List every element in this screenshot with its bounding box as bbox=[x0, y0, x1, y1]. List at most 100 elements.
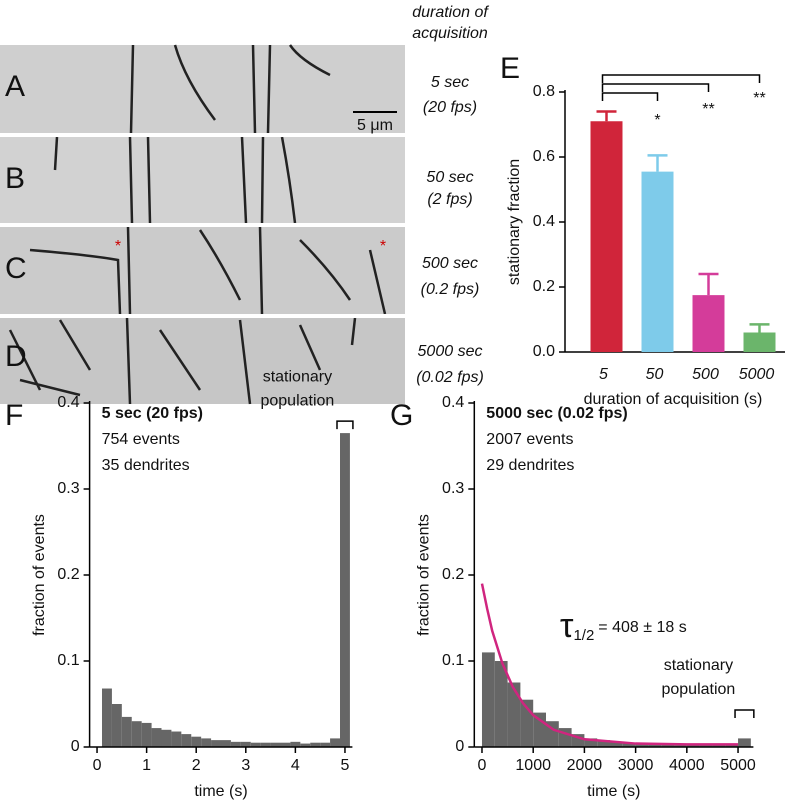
histogram-bar bbox=[712, 745, 726, 747]
x-axis-label: time (s) bbox=[194, 783, 247, 800]
panel-letter: A bbox=[5, 70, 25, 103]
histogram-bar bbox=[270, 742, 281, 747]
y-tick-label: 0.1 bbox=[57, 652, 79, 669]
fit-curve bbox=[480, 583, 739, 746]
annotation-line: 2007 events bbox=[486, 431, 573, 448]
y-tick-label: 0.4 bbox=[57, 394, 79, 411]
y-axis-label: fraction of events bbox=[416, 514, 433, 636]
histogram-bar bbox=[250, 742, 261, 747]
histogram-bar bbox=[151, 728, 162, 747]
x-tick-label: 2000 bbox=[567, 757, 603, 774]
x-tick-label: 0 bbox=[93, 757, 102, 774]
marker: * bbox=[115, 238, 121, 255]
x-tick-label: 50 bbox=[646, 366, 664, 383]
y-axis-label: fraction of events bbox=[31, 514, 48, 636]
histogram-bar bbox=[191, 736, 202, 747]
histogram-bar bbox=[507, 682, 521, 747]
y-tick-label: 0.8 bbox=[533, 83, 555, 100]
population-bracket bbox=[734, 709, 755, 718]
histogram-bar bbox=[141, 722, 152, 747]
histogram-bar bbox=[131, 721, 142, 747]
bracket-label: population bbox=[260, 392, 334, 409]
kymograph bbox=[0, 45, 405, 133]
bracket-label: stationary bbox=[263, 368, 332, 385]
fit-text: = 408 ± 18 s bbox=[598, 619, 686, 636]
histogram-bar bbox=[260, 742, 271, 747]
y-tick-label: 0 bbox=[455, 738, 464, 755]
x-tick-label: 4000 bbox=[669, 757, 705, 774]
annotation-title: 5 sec (20 fps) bbox=[102, 405, 203, 422]
x-tick-label: 0 bbox=[478, 757, 487, 774]
y-tick-label: 0.6 bbox=[533, 148, 555, 165]
histogram-bar bbox=[686, 745, 700, 747]
histogram-bar bbox=[161, 729, 172, 747]
y-tick-label: 0.2 bbox=[533, 278, 555, 295]
panel-letter: D bbox=[5, 340, 27, 373]
histogram-bar bbox=[181, 734, 192, 747]
y-tick-label: 0.4 bbox=[442, 394, 464, 411]
histogram-bar bbox=[699, 745, 713, 747]
histogram-bar bbox=[290, 741, 301, 747]
y-tick-label: 0.3 bbox=[57, 480, 79, 497]
histogram-bar bbox=[201, 738, 212, 747]
histogram-bar bbox=[622, 742, 636, 747]
header: acquisition bbox=[412, 25, 488, 42]
bar bbox=[641, 171, 674, 352]
bar bbox=[743, 332, 776, 352]
y-tick-label: 0.4 bbox=[533, 213, 555, 230]
tau-subscript: 1/2 bbox=[573, 627, 594, 644]
significance-label: ** bbox=[753, 90, 765, 107]
x-tick-label: 5000 bbox=[720, 757, 756, 774]
bar bbox=[590, 121, 623, 352]
marker: * bbox=[380, 238, 386, 255]
bracket-label: stationary bbox=[664, 657, 733, 674]
tau-symbol: τ bbox=[560, 607, 574, 645]
histogram-bar bbox=[738, 738, 751, 747]
significance-label: ** bbox=[702, 101, 714, 118]
acquisition-label: 5 sec bbox=[431, 74, 469, 91]
annotation-line: 35 dendrites bbox=[102, 457, 190, 474]
x-tick-label: 500 bbox=[692, 366, 719, 383]
population-bracket bbox=[336, 420, 354, 430]
histogram-bar bbox=[661, 744, 675, 747]
scale-bar-label: 5 μm bbox=[357, 117, 393, 134]
y-tick-label: 0.2 bbox=[57, 566, 79, 583]
histogram-bar bbox=[111, 704, 122, 747]
separator bbox=[0, 223, 405, 227]
significance-bracket bbox=[601, 83, 710, 92]
histogram-bar bbox=[340, 433, 350, 747]
histogram-bar bbox=[211, 740, 221, 747]
x-tick-label: 5 bbox=[341, 757, 350, 774]
separator bbox=[0, 133, 405, 137]
histogram-bar bbox=[610, 741, 623, 747]
annotation-line: 29 dendrites bbox=[486, 457, 574, 474]
header: duration of bbox=[412, 4, 489, 21]
significance-label: * bbox=[654, 112, 660, 129]
histogram-bar bbox=[230, 741, 241, 747]
histogram-bar bbox=[648, 744, 662, 747]
kymograph bbox=[0, 137, 405, 223]
histogram-bar bbox=[584, 738, 598, 747]
x-tick-label: 3 bbox=[241, 757, 250, 774]
panel-letter: E bbox=[500, 52, 520, 85]
x-tick-label: 5000 bbox=[739, 366, 775, 383]
annotation-title: 5000 sec (0.02 fps) bbox=[486, 405, 627, 422]
acquisition-label: (0.2 fps) bbox=[421, 281, 480, 298]
x-tick-label: 1 bbox=[142, 757, 151, 774]
histogram-bar bbox=[300, 743, 311, 747]
x-tick-label: 1000 bbox=[515, 757, 551, 774]
panel-letter: B bbox=[5, 162, 25, 195]
y-tick-label: 0.0 bbox=[533, 343, 555, 360]
acquisition-label: (2 fps) bbox=[427, 191, 472, 208]
histogram-bar bbox=[635, 743, 649, 747]
histogram-bar bbox=[330, 738, 341, 747]
y-tick-label: 0 bbox=[71, 738, 80, 755]
histogram-bar bbox=[481, 652, 495, 747]
histogram-bar bbox=[101, 688, 112, 747]
histogram-bar bbox=[121, 716, 132, 747]
y-tick-label: 0.1 bbox=[442, 652, 464, 669]
kymograph-images: 5 μm * * bbox=[0, 44, 405, 405]
histogram-bar bbox=[494, 661, 508, 747]
x-axis-label: time (s) bbox=[587, 783, 640, 800]
